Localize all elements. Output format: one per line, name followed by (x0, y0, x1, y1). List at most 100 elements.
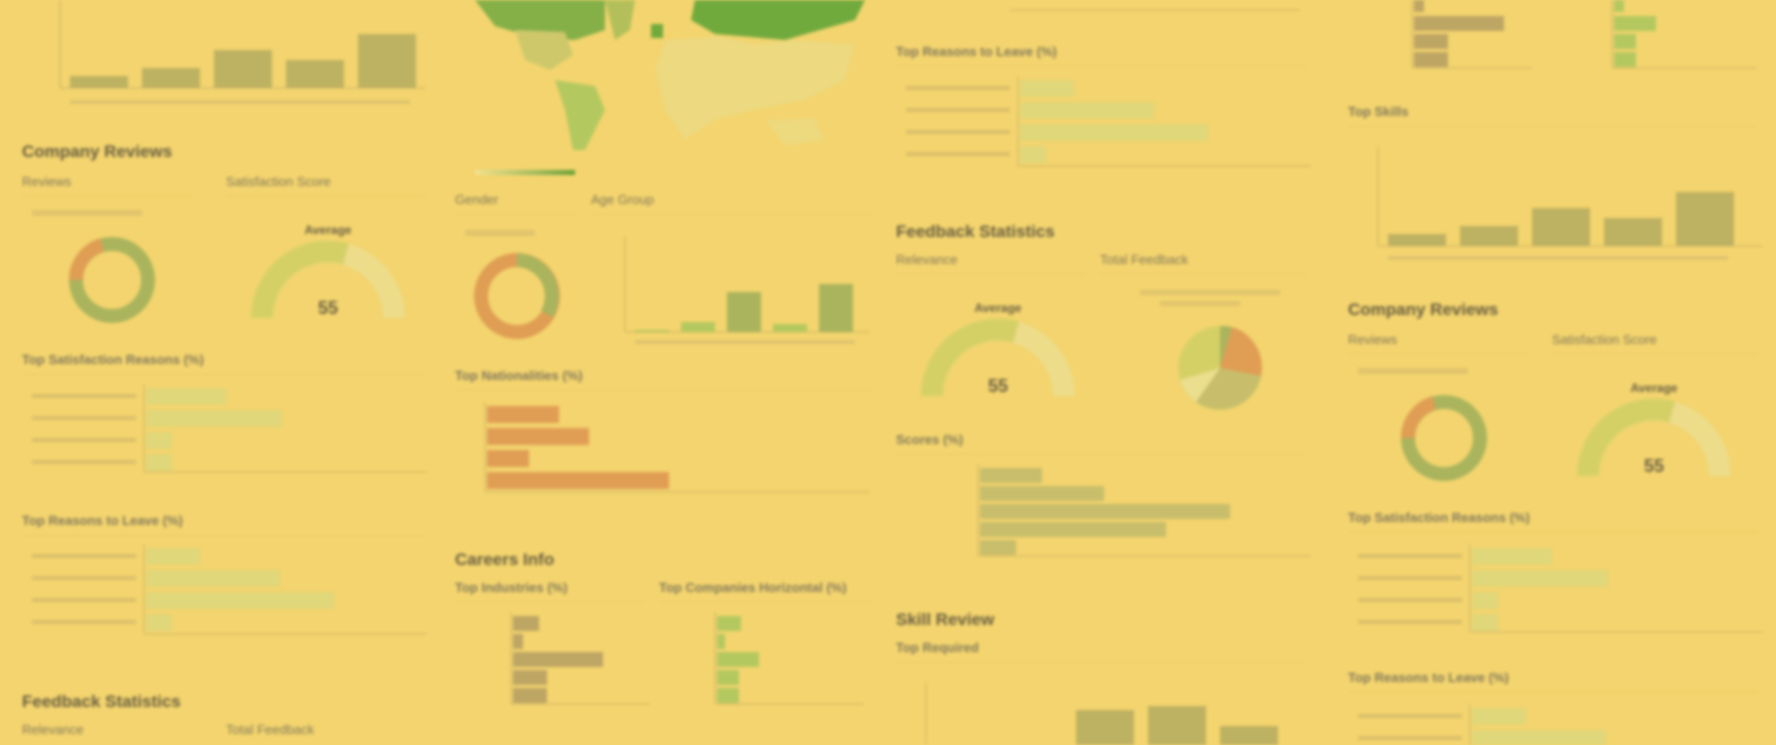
section-title-skill-review: Skill Review (896, 610, 995, 629)
dashboard-column-1: Company Reviews Reviews Satisfaction Sco… (0, 0, 440, 745)
bar (717, 634, 725, 649)
dashboard-column-3: Top Reasons to Leave (%) Feedback Statis… (890, 0, 1330, 745)
axis-tick-labels (70, 100, 410, 104)
panel-title-satisfaction-score: Satisfaction Score (226, 174, 331, 189)
satisfaction-reasons-bar-chart-2 (1358, 544, 1763, 633)
panel-title-total-feedback: Total Feedback (226, 722, 315, 737)
bar (1414, 16, 1504, 31)
panel-title-top-satisfaction-reasons: Top Satisfaction Reasons (%) (22, 352, 204, 367)
panel-title-top-industries: Top Industries (%) (455, 580, 568, 595)
skills-bar-chart-partial (59, 0, 425, 104)
map-region-north-america (475, 0, 605, 40)
bar (717, 616, 741, 631)
bar (146, 592, 334, 609)
bar (1220, 726, 1278, 745)
divider (1100, 274, 1306, 275)
panel-title-total-feedback-2: Total Feedback (1100, 252, 1189, 267)
divider (22, 374, 426, 375)
bar (146, 454, 172, 471)
gauge-title: Average (975, 301, 1022, 315)
top-required-bar-chart (925, 682, 1278, 745)
bar (1020, 80, 1074, 97)
divider (1348, 126, 1758, 127)
bar (717, 688, 739, 703)
map-legend-scale (475, 170, 575, 175)
bar (358, 34, 416, 88)
panel-title-top-required: Top Required (896, 640, 979, 655)
axis-tick-labels (635, 340, 855, 344)
bar (773, 324, 807, 332)
gauge-value: 55 (988, 376, 1008, 396)
bar (1472, 614, 1498, 631)
bar (635, 330, 669, 332)
bar (1614, 34, 1636, 49)
bar (513, 670, 547, 685)
bar (1020, 124, 1208, 141)
divider (1348, 354, 1528, 355)
bar (980, 522, 1166, 537)
section-title-feedback-statistics-2: Feedback Statistics (896, 222, 1055, 241)
reasons-to-leave-bar-chart-3 (1358, 704, 1606, 745)
bar (146, 410, 282, 427)
bar (727, 292, 761, 332)
scores-bar-chart (977, 464, 1311, 557)
donut-segment-orange (68, 238, 105, 281)
bar (142, 68, 200, 88)
bar (146, 570, 280, 587)
legend (1140, 290, 1280, 295)
companies-bar-chart-partial (1611, 0, 1757, 69)
bar (1460, 226, 1518, 246)
bar (681, 322, 715, 332)
top-skills-bar-chart (1377, 146, 1763, 260)
panel-title-top-satisfaction-reasons-2: Top Satisfaction Reasons (%) (1348, 510, 1530, 525)
map-region-oceania (765, 118, 825, 146)
divider (22, 535, 426, 536)
gauge-title: Average (305, 223, 352, 237)
section-title-feedback-statistics: Feedback Statistics (22, 692, 181, 711)
bar (1020, 102, 1154, 119)
bar (1472, 548, 1552, 565)
reviews-donut-chart (32, 210, 155, 323)
panel-title-top-reasons-to-leave: Top Reasons to Leave (%) (22, 513, 183, 528)
section-title-company-reviews-2: Company Reviews (1348, 300, 1499, 319)
reasons-to-leave-bar-chart-2 (906, 76, 1311, 167)
bar (1388, 234, 1446, 246)
bar (146, 432, 172, 449)
bar (980, 486, 1104, 501)
bar (487, 450, 529, 467)
bar (286, 60, 344, 88)
satisfaction-gauge-2: Average 55 (1576, 381, 1731, 477)
bar (487, 428, 589, 445)
divider (896, 274, 1086, 275)
bar (1148, 706, 1206, 745)
panel-title-top-reasons-to-leave-2: Top Reasons to Leave (%) (896, 44, 1057, 59)
bar (1604, 218, 1662, 246)
bar (1472, 708, 1526, 725)
bar (487, 472, 669, 489)
divider (455, 214, 575, 215)
pie-slice (1180, 368, 1220, 402)
divider (591, 214, 871, 215)
satisfaction-gauge: Average 55 (250, 223, 405, 319)
gauge-title: Average (1631, 381, 1678, 395)
bar (1614, 52, 1636, 67)
divider (896, 66, 1306, 67)
gauge-value: 55 (318, 298, 338, 318)
divider (896, 454, 1306, 455)
legend (465, 230, 535, 236)
map-region-europe (651, 24, 663, 38)
map-region-south-america (555, 80, 605, 150)
pie-slice (1196, 368, 1261, 410)
map-region-usa (515, 30, 573, 70)
legend (1358, 368, 1468, 374)
bar (1614, 0, 1624, 12)
panel-title-relevance: Relevance (22, 722, 84, 737)
bar (1472, 730, 1606, 745)
divider (1348, 692, 1758, 693)
panel-title-gender: Gender (455, 192, 499, 207)
bar (1414, 0, 1424, 12)
donut-segment-green (516, 253, 559, 318)
divider (1552, 354, 1758, 355)
reasons-to-leave-bar-chart (32, 544, 427, 635)
